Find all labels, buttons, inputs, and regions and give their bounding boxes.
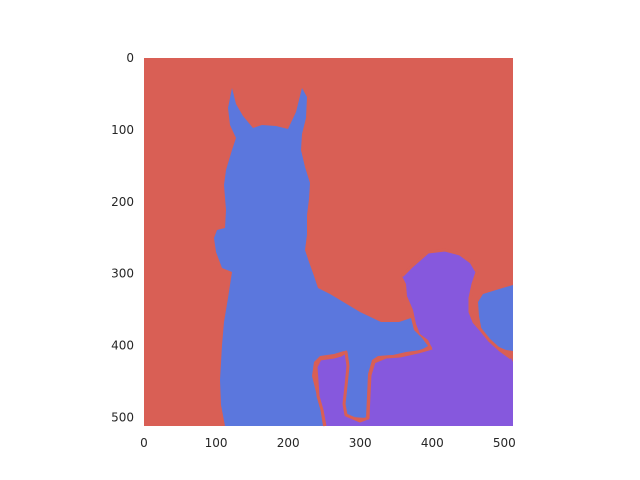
x-tick-label: 400 — [421, 436, 444, 450]
x-tick-label: 200 — [277, 436, 300, 450]
x-tick-label: 300 — [349, 436, 372, 450]
horse-region-right — [478, 285, 513, 351]
y-tick-label: 400 — [111, 339, 134, 353]
y-axis: 0 100 200 300 400 500 — [111, 51, 134, 424]
x-axis: 0 100 200 300 400 500 — [140, 436, 516, 450]
y-tick-label: 500 — [111, 410, 134, 424]
boundary-outline — [400, 248, 512, 360]
horse-region — [214, 88, 428, 426]
person-region — [316, 250, 513, 426]
y-tick-label: 0 — [126, 51, 134, 65]
y-tick-label: 300 — [111, 267, 134, 281]
x-tick-label: 100 — [205, 436, 228, 450]
y-tick-label: 100 — [111, 123, 134, 137]
x-tick-label: 0 — [140, 436, 148, 450]
segmentation-image — [144, 58, 513, 427]
boundary-outline-lower — [314, 346, 433, 427]
x-tick-label: 500 — [493, 436, 516, 450]
y-tick-label: 200 — [111, 195, 134, 209]
